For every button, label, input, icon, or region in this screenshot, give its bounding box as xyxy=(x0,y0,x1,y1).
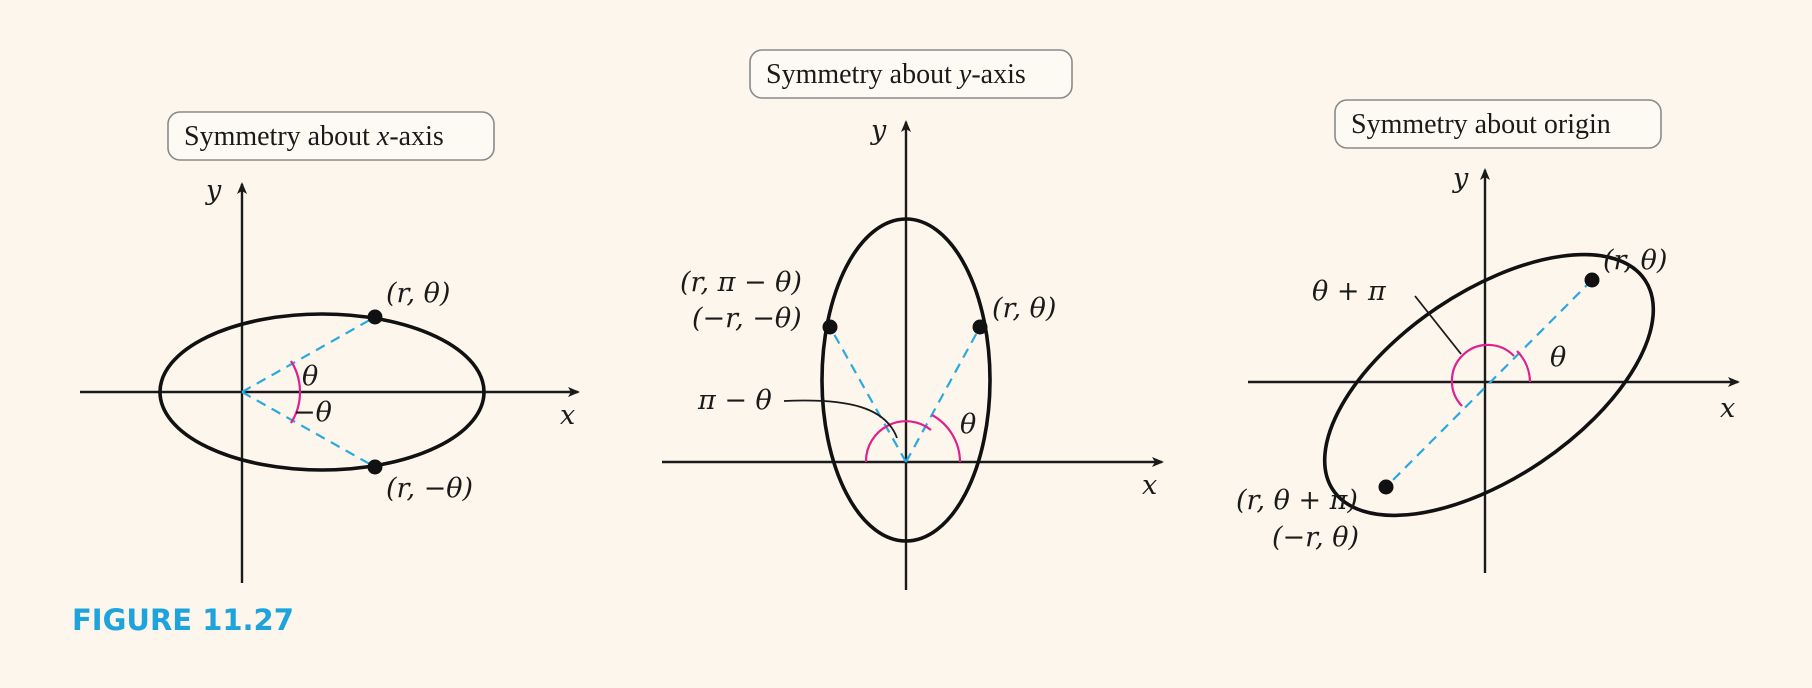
panel-3-angle-theta-plus-pi: θ + π xyxy=(1312,276,1387,307)
panel-3-dashed-diameter xyxy=(1385,279,1593,488)
panel-1-dashed-ray-lower xyxy=(241,391,376,468)
panel-origin-symmetry: Symmetry about origin x y θ θ + π (r, θ)… xyxy=(1236,99,1740,573)
panel-2-angle-theta: θ xyxy=(960,409,976,440)
panel-1-point-upper-label: (r, θ) xyxy=(386,278,450,309)
panel-2-y-label: y xyxy=(870,115,887,146)
panel-2-angle-arc-pi-minus-theta xyxy=(864,420,932,463)
panel-2-angle-pi-minus-theta: π − θ xyxy=(697,385,772,416)
panel-1-x-label: x xyxy=(560,400,575,431)
panel-1-dashed-ray-upper xyxy=(241,316,376,393)
panel-1-point-lower-label: (r, −θ) xyxy=(386,473,473,504)
panel-3-angle-arc-theta-plus-pi xyxy=(1450,343,1515,407)
panel-2-ellipse xyxy=(820,217,992,543)
panel-3-point-lower-label-2: (−r, θ) xyxy=(1272,522,1359,553)
panel-2-point-left xyxy=(822,319,838,335)
panel-1-angle-theta: θ xyxy=(302,361,318,392)
panel-3-title-box xyxy=(1334,99,1662,149)
panel-2-title: Symmetry about y-axis xyxy=(766,59,1026,90)
panel-x-axis-symmetry: Symmetry about x-axis x y θ −θ (r, θ) (r… xyxy=(80,111,580,583)
panel-1-title-box xyxy=(167,111,495,161)
panel-2-leader-line xyxy=(783,399,898,439)
panel-3-angle-arc-theta xyxy=(1516,350,1532,383)
panel-y-axis-symmetry: Symmetry about y-axis x y θ π − θ (r, θ)… xyxy=(662,49,1164,590)
panel-2-dashed-ray-left xyxy=(829,326,907,463)
panel-3-y-label: y xyxy=(1452,163,1469,194)
figure-label: FIGURE 11.27 xyxy=(72,603,294,637)
panel-2-x-label: x xyxy=(1142,470,1157,501)
panel-2-title-box xyxy=(749,49,1073,99)
panel-3-angle-theta: θ xyxy=(1550,342,1566,373)
panel-1-angle-arc-lower xyxy=(290,391,302,424)
panel-2-point-left-label-1: (r, π − θ) xyxy=(680,267,802,298)
panel-1-angle-arc-upper xyxy=(290,360,302,393)
panel-1-title: Symmetry about x-axis xyxy=(184,121,444,152)
panel-1-point-lower xyxy=(367,459,383,475)
panel-1-ellipse xyxy=(158,312,486,472)
panel-2-angle-arc-theta xyxy=(931,414,962,463)
panel-3-title: Symmetry about origin xyxy=(1351,109,1611,140)
panel-2-point-right xyxy=(972,319,988,335)
panel-1-point-upper xyxy=(367,309,383,325)
panel-3-point-lower-label-1: (r, θ + π) xyxy=(1236,485,1358,516)
panel-2-dashed-ray-right xyxy=(905,326,981,463)
panel-2-point-left-label-2: (−r, −θ) xyxy=(692,303,802,334)
panel-3-x-label: x xyxy=(1720,393,1735,424)
panel-1-y-label: y xyxy=(205,175,222,206)
panel-3-point-lower xyxy=(1378,479,1394,495)
panel-3-ellipse xyxy=(1322,252,1656,518)
panel-2-point-right-label: (r, θ) xyxy=(992,293,1056,324)
panel-3-point-upper-label: (r, θ) xyxy=(1603,245,1667,276)
panel-3-point-upper xyxy=(1584,272,1600,288)
panel-1-angle-neg-theta: −θ xyxy=(293,397,332,428)
panel-3-leader-line xyxy=(1414,295,1462,355)
